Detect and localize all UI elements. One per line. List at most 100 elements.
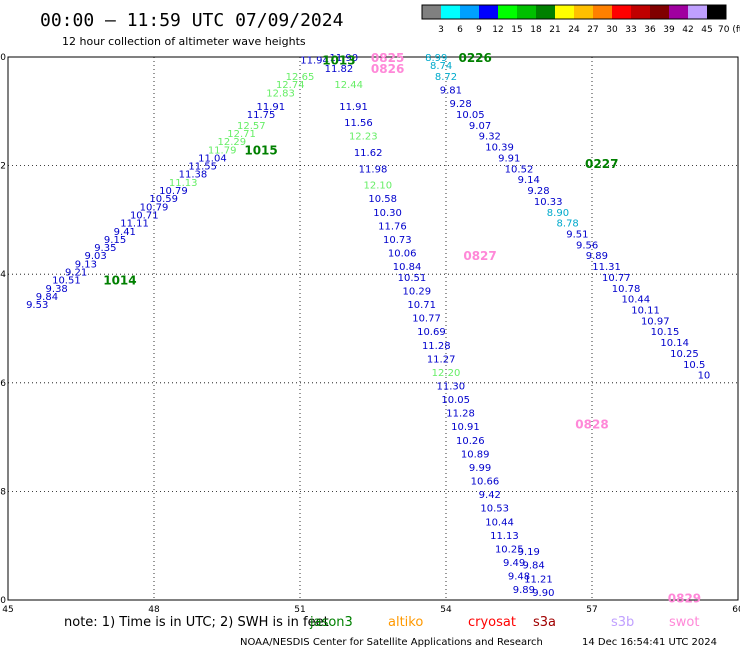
chart-title: 00:00 – 11:59 UTC 07/09/2024 [40, 10, 343, 31]
wave-height-point: 9.28 [449, 99, 471, 110]
colorbar-swatch [460, 5, 479, 19]
wave-height-point: 10.33 [534, 197, 563, 208]
wave-height-point: 10.89 [461, 449, 490, 460]
wave-height-point: 11.11 [120, 219, 149, 230]
wave-height-point: 10.59 [149, 194, 178, 205]
wave-height-point: 9.14 [518, 175, 540, 186]
wave-height-point: 9.38 [46, 284, 68, 295]
x-axis: 45 48 51 54 57 60 [2, 605, 740, 615]
wave-height-point: 10.11 [631, 305, 660, 316]
legend-cryosat: cryosat [468, 615, 516, 630]
wave-height-point: 9.51 [566, 229, 588, 240]
pass-label: 1014 [103, 274, 136, 288]
wave-height-point: 11.21 [524, 574, 553, 585]
colorbar-label: 9 [476, 25, 482, 35]
wave-height-point: 9.07 [469, 121, 491, 132]
wave-height-point: 9.28 [527, 186, 549, 197]
wave-height-point: 9.49 [503, 558, 525, 569]
x-tick-label: 48 [148, 605, 160, 615]
pass-label: 0828 [575, 418, 608, 432]
wave-height-point: 8.78 [557, 219, 579, 230]
wave-height-point: 9.35 [94, 243, 116, 254]
wave-height-point: 12.44 [334, 80, 363, 91]
wave-height-point: 9.81 [440, 86, 462, 97]
colorbar-label: 15 [511, 25, 522, 35]
wave-height-point: 11.56 [344, 118, 373, 129]
wave-height-point: 10.79 [159, 186, 188, 197]
wave-height-point: 11.13 [169, 178, 198, 189]
wave-height-point: 11.79 [208, 145, 237, 156]
wave-height-point: 12.74 [276, 80, 305, 91]
wave-height-point: 10 [698, 371, 711, 382]
colorbar-label: 6 [457, 25, 463, 35]
chart-subtitle: 12 hour collection of altimeter wave hei… [62, 35, 306, 48]
colorbar-swatch [441, 5, 460, 19]
y-tick-label: -54 [0, 270, 6, 280]
wave-height-point: 9.32 [479, 132, 501, 143]
wave-height-point: 10.58 [368, 194, 397, 205]
wave-height-point: 12.10 [364, 181, 393, 192]
satellite-legend: jason3 altiko cryosat s3a s3b swot [309, 615, 699, 630]
colorbar-swatch [498, 5, 517, 19]
wave-height-point: 9.42 [479, 490, 501, 501]
wave-height-point: 8.74 [430, 61, 452, 72]
wave-height-point: 10.71 [407, 300, 436, 311]
wave-height-point: 11.90 [329, 53, 358, 64]
wave-height-point: 11.38 [179, 170, 208, 181]
wave-height-point: 10.71 [130, 210, 159, 221]
colorbar-swatch [707, 5, 726, 19]
pass-label: 0227 [585, 157, 618, 171]
wave-height-point: 12.57 [237, 121, 266, 132]
wave-height-point: 9.91 [498, 153, 520, 164]
wave-height-point: 10.97 [641, 316, 670, 327]
wave-height-point: 9.41 [114, 227, 136, 238]
colorbar-label: 3 [438, 25, 444, 35]
y-tick-label: -56 [0, 379, 6, 389]
wave-height-point: 12.20 [432, 368, 461, 379]
wave-height-point: 10.44 [621, 295, 650, 306]
wave-height-point: 10.73 [383, 235, 412, 246]
wave-height-point: 11.28 [422, 341, 451, 352]
wave-height-point: 9.53 [26, 300, 48, 311]
colorbar-swatch [555, 5, 574, 19]
wave-height-point: 8.90 [547, 208, 569, 219]
wave-height-point: 9.21 [65, 267, 87, 278]
colorbar-swatch [669, 5, 688, 19]
y-tick-label: -60 [0, 596, 6, 606]
colorbar-swatch [517, 5, 536, 19]
wave-height-point: 11.98 [359, 164, 388, 175]
wave-height-point: 12.29 [218, 137, 247, 148]
x-tick-label: 57 [586, 605, 597, 615]
wave-height-point: 10.79 [140, 202, 169, 213]
wave-height-point: 10.30 [373, 208, 402, 219]
wave-height-point: 10.91 [451, 422, 480, 433]
wave-height-point: 9.03 [84, 251, 106, 262]
colorbar-swatch [688, 5, 707, 19]
wave-height-point: 9.99 [469, 463, 491, 474]
colorbar-label: 42 [682, 25, 693, 35]
colorbar-label: 21 [549, 25, 560, 35]
wave-height-point: 9.84 [522, 561, 544, 572]
wave-height-point: 11.75 [247, 110, 276, 121]
legend-altiko: altiko [388, 615, 423, 630]
wave-height-point: 8.99 [425, 53, 447, 64]
wave-height-point: 9.48 [508, 572, 530, 583]
wave-height-point: 9.13 [75, 259, 97, 270]
wave-height-point: 9.89 [586, 251, 608, 262]
grid [8, 57, 738, 600]
wave-height-point: 10.25 [670, 349, 699, 360]
wave-height-point: 11.91 [256, 102, 285, 113]
footer-note: note: 1) Time is in UTC; 2) SWH is in fe… [64, 615, 329, 630]
wave-height-point: 8.72 [435, 72, 457, 83]
colorbar-swatch [631, 5, 650, 19]
wave-height-point: 9.56 [576, 240, 598, 251]
wave-height-point: 11.82 [325, 64, 354, 75]
wave-height-point: 12.71 [227, 129, 256, 140]
x-tick-label: 60 [732, 605, 740, 615]
wave-height-point: 9.19 [518, 547, 540, 558]
colorbar-label: 30 [606, 25, 618, 35]
wave-height-point: 10.44 [485, 517, 514, 528]
